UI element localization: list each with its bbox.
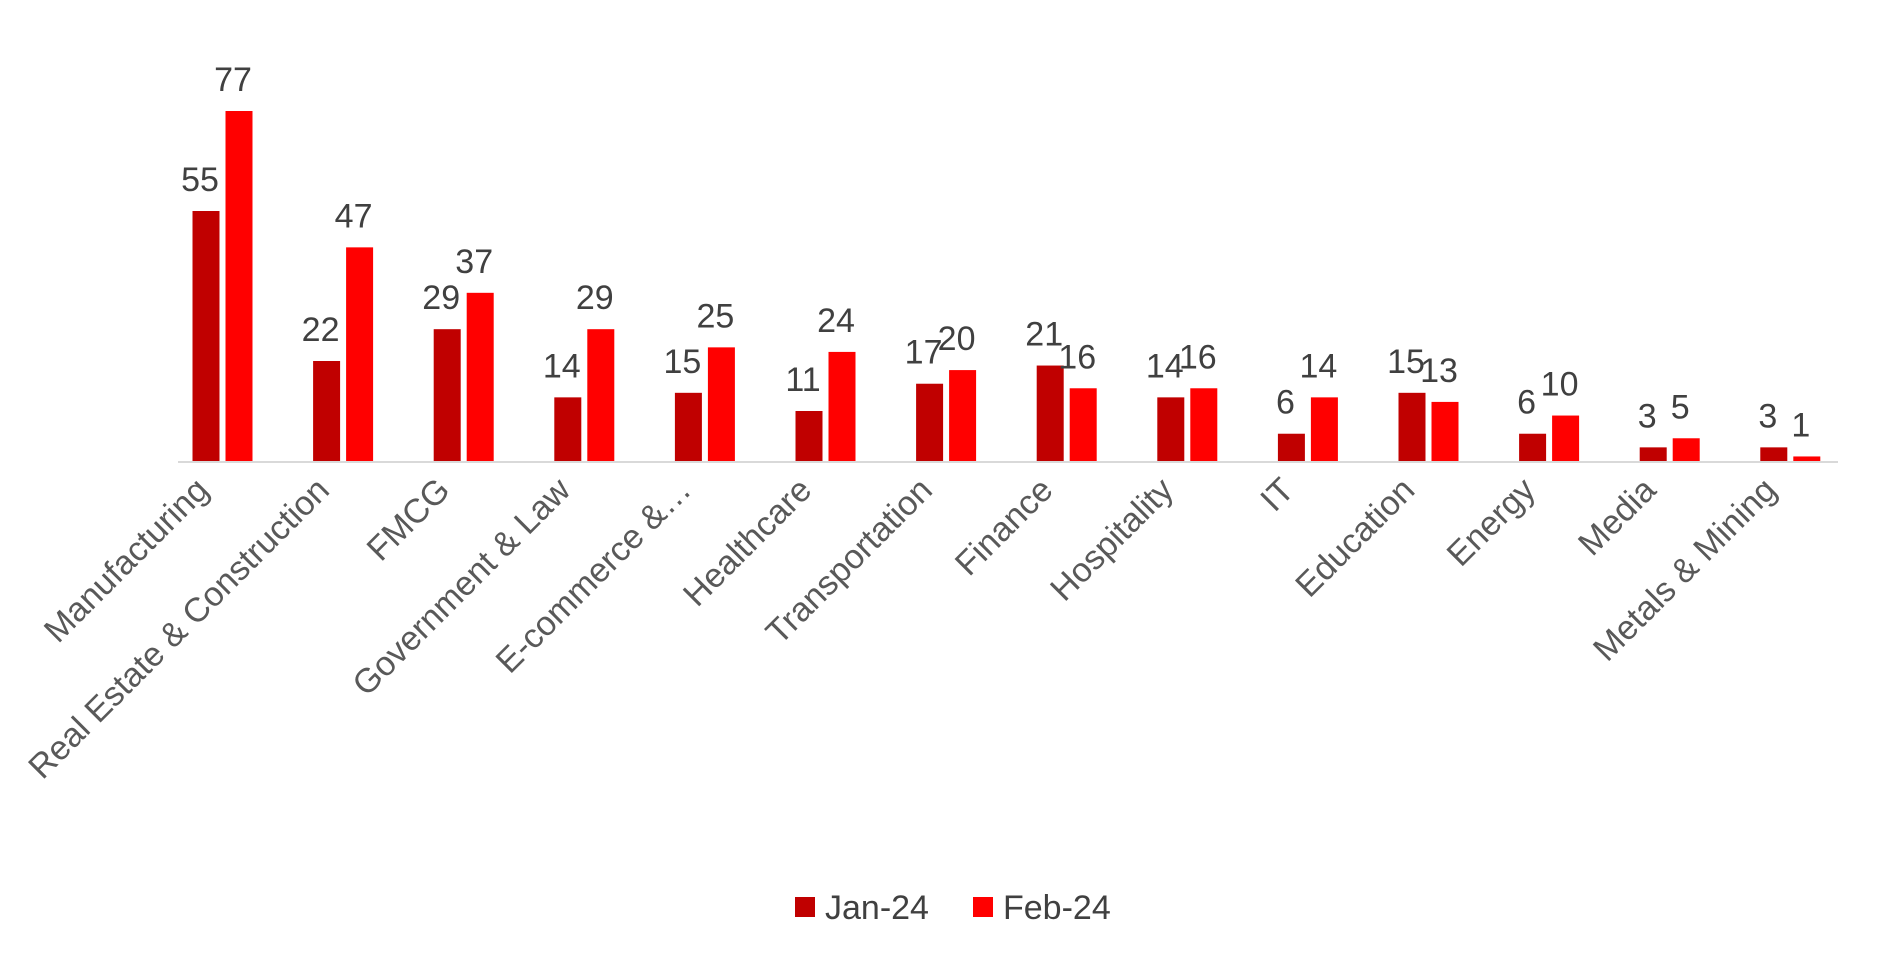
data-label-feb-24-11: 13	[1420, 352, 1458, 390]
data-label-jan-24-6: 11	[785, 361, 820, 399]
bar-feb-24-2	[346, 247, 374, 461]
data-label-jan-24-12: 6	[1517, 384, 1536, 422]
bar-feb-24-3	[466, 292, 494, 461]
x-tick-label-3: FMCG	[360, 471, 458, 569]
data-label-jan-24-13: 3	[1638, 397, 1657, 435]
x-tick-label-10: IT	[1253, 471, 1301, 519]
data-label-jan-24-7: 17	[905, 334, 943, 372]
data-label-jan-24-2: 22	[302, 311, 340, 349]
x-tick-label-11: Education	[1288, 471, 1422, 605]
bar-feb-24-5	[707, 347, 735, 461]
bar-jan-24-6	[795, 411, 823, 461]
bar-feb-24-12	[1552, 415, 1580, 461]
data-label-feb-24-13: 5	[1671, 388, 1690, 426]
data-label-jan-24-4: 14	[543, 347, 581, 385]
bar-feb-24-9	[1190, 388, 1218, 461]
bar-feb-24-1	[225, 111, 253, 461]
data-label-feb-24-9: 16	[1179, 338, 1217, 376]
data-label-jan-24-8: 21	[1025, 316, 1063, 354]
bar-feb-24-4	[587, 329, 615, 461]
bar-jan-24-13	[1639, 447, 1667, 461]
bar-jan-24-7	[916, 383, 944, 461]
legend: Jan-24 Feb-24	[795, 889, 1111, 927]
data-label-feb-24-4: 29	[576, 279, 614, 317]
bar-feb-24-7	[949, 370, 977, 461]
bar-jan-24-4	[554, 397, 582, 461]
bar-jan-24-3	[433, 329, 461, 461]
data-label-jan-24-14: 3	[1758, 397, 1777, 435]
bar-feb-24-13	[1672, 438, 1700, 461]
data-label-feb-24-1: 77	[214, 61, 252, 99]
x-tick-label-9: Hospitality	[1043, 471, 1181, 609]
bar-jan-24-10	[1277, 433, 1305, 461]
bar-jan-24-1	[192, 211, 220, 461]
legend-swatch-jan-24	[795, 897, 815, 917]
data-label-jan-24-11: 15	[1387, 343, 1425, 381]
data-label-feb-24-7: 20	[938, 320, 976, 358]
data-label-feb-24-5: 25	[696, 297, 734, 335]
data-label-jan-24-9: 14	[1146, 347, 1184, 385]
data-label-feb-24-8: 16	[1058, 338, 1096, 376]
data-label-feb-24-6: 24	[817, 302, 855, 340]
bar-jan-24-14	[1760, 447, 1788, 461]
x-tick-label-8: Finance	[948, 471, 1060, 583]
data-label-feb-24-12: 10	[1541, 366, 1579, 404]
bar-jan-24-11	[1398, 392, 1426, 461]
data-label-jan-24-3: 29	[422, 279, 460, 317]
bar-feb-24-8	[1069, 388, 1097, 461]
data-label-feb-24-14: 1	[1791, 406, 1810, 444]
x-tick-label-12: Energy	[1440, 471, 1543, 574]
bar-jan-24-2	[313, 361, 341, 461]
bar-jan-24-12	[1519, 433, 1547, 461]
x-tick-label-4: Government & Law	[345, 470, 578, 703]
data-label-feb-24-2: 47	[335, 197, 373, 235]
bar-feb-24-6	[828, 351, 856, 461]
x-tick-label-13: Media	[1571, 471, 1663, 563]
legend-swatch-feb-24	[973, 897, 993, 917]
legend-label-jan-24: Jan-24	[825, 889, 929, 927]
bar-feb-24-11	[1431, 401, 1459, 461]
bar-jan-24-5	[674, 392, 702, 461]
legend-label-feb-24: Feb-24	[1003, 889, 1111, 927]
data-label-feb-24-3: 37	[455, 243, 493, 281]
data-label-jan-24-1: 55	[181, 161, 219, 199]
bars-group	[192, 111, 1821, 461]
data-label-jan-24-5: 15	[663, 343, 701, 381]
bar-feb-24-10	[1310, 397, 1338, 461]
data-label-feb-24-10: 14	[1299, 347, 1337, 385]
data-label-jan-24-10: 6	[1276, 384, 1295, 422]
bar-jan-24-9	[1157, 397, 1185, 461]
bar-jan-24-8	[1036, 365, 1064, 461]
bar-feb-24-14	[1793, 456, 1821, 461]
